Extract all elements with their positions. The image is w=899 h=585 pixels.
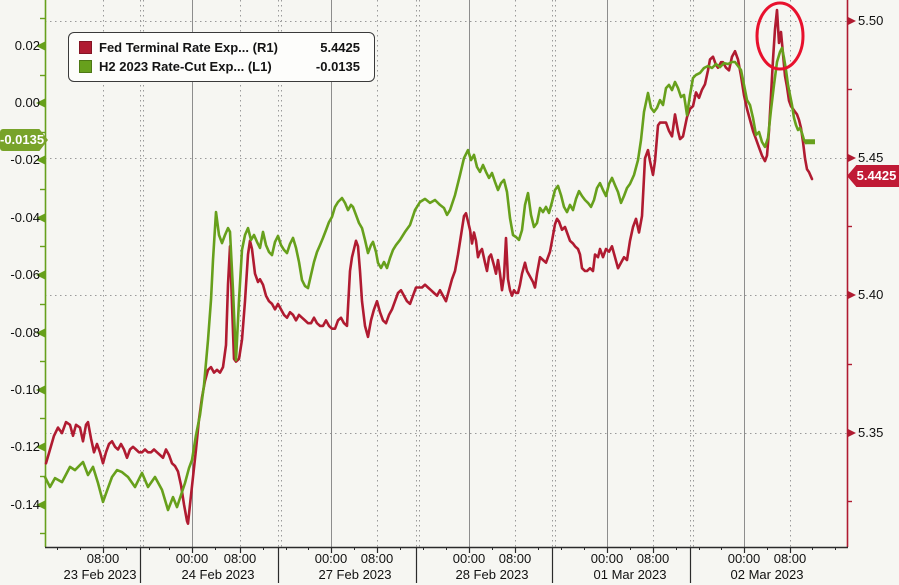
- green-series-swatch-icon: [79, 60, 92, 73]
- left-axis-tick-arrow-icon: [36, 385, 45, 395]
- left-axis-tick-arrow-icon: [36, 500, 45, 510]
- legend-value: 5.4425: [320, 40, 360, 55]
- left-axis-tick-arrow-icon: [36, 442, 45, 452]
- left-axis-tick-label: -0.14: [10, 497, 40, 512]
- x-axis-time-label: 00:00: [452, 551, 486, 566]
- left-axis-tick-arrow-icon: [36, 213, 45, 223]
- left-axis-tick-arrow-icon: [36, 155, 45, 165]
- left-axis-tick-arrow-icon: [36, 328, 45, 338]
- highlight-circle-annotation: [755, 1, 805, 71]
- x-axis-date-label: 27 Feb 2023: [318, 567, 392, 582]
- left-axis-tick-label: -0.12: [10, 439, 40, 454]
- right-axis-tick-arrow-icon: [847, 428, 856, 438]
- x-axis-time-label: 00:00: [727, 551, 761, 566]
- legend-value: -0.0135: [315, 59, 360, 74]
- x-axis-date-label: 02 Mar 2023: [730, 567, 804, 582]
- left-axis-tick-arrow-icon: [36, 98, 45, 108]
- x-axis-date-label: 24 Feb 2023: [181, 567, 255, 582]
- x-axis-time-label: 00:00: [590, 551, 624, 566]
- legend-label: H2 2023 Rate-Cut Exp... (L1): [99, 59, 272, 74]
- left-axis-tick-label: -0.04: [10, 210, 40, 225]
- legend-row-fed-terminal-rate: Fed Terminal Rate Exp... (R1) 5.4425: [79, 38, 360, 57]
- red-series-line: [44, 8, 814, 526]
- legend-row-h2-rate-cut: H2 2023 Rate-Cut Exp... (L1) -0.0135: [79, 57, 360, 76]
- x-axis-date-label: 01 Mar 2023: [593, 567, 667, 582]
- right-axis-tick-label: 5.45: [858, 150, 884, 165]
- left-axis-tick-arrow-icon: [36, 41, 45, 51]
- left-axis-tick-label: 0.02: [14, 38, 40, 53]
- x-axis-time-label: 08:00: [773, 551, 807, 566]
- left-axis-tick-label: 0.00: [14, 95, 40, 110]
- left-axis-tick-label: -0.08: [10, 325, 40, 340]
- right-axis-tick-label: 5.35: [858, 425, 884, 440]
- left-axis-tick-label: -0.06: [10, 267, 40, 282]
- right-axis-tick-arrow-icon: [847, 153, 856, 163]
- x-axis-date-label: 23 Feb 2023: [63, 567, 137, 582]
- x-axis-time-label: 08:00: [223, 551, 257, 566]
- left-axis-tick-label: -0.10: [10, 382, 40, 397]
- x-axis-time-label: 00:00: [314, 551, 348, 566]
- x-axis-time-label: 08:00: [86, 551, 120, 566]
- x-axis-time-label: 08:00: [360, 551, 394, 566]
- x-axis-time-label: 08:00: [498, 551, 532, 566]
- x-axis-time-label: 08:00: [636, 551, 670, 566]
- right-axis-tick-arrow-icon: [847, 290, 856, 300]
- x-axis-time-label: 00:00: [175, 551, 209, 566]
- left-axis-tick-label: -0.02: [10, 152, 40, 167]
- legend-label: Fed Terminal Rate Exp... (R1): [99, 40, 278, 55]
- right-axis-tick-label: 5.40: [858, 287, 884, 302]
- left-axis-last-value-badge: -0.0135: [0, 129, 48, 151]
- right-axis-tick-label: 5.50: [858, 13, 884, 28]
- x-axis-date-label: 28 Feb 2023: [455, 567, 529, 582]
- right-axis-last-value-badge: 5.4425: [847, 165, 899, 187]
- green-series-line: [43, 46, 812, 512]
- legend-box: Fed Terminal Rate Exp... (R1) 5.4425 H2 …: [68, 32, 375, 82]
- green-series-end-marker: [805, 139, 815, 145]
- left-axis-tick-arrow-icon: [36, 270, 45, 280]
- right-axis-tick-arrow-icon: [847, 16, 856, 26]
- red-series-swatch-icon: [79, 41, 92, 54]
